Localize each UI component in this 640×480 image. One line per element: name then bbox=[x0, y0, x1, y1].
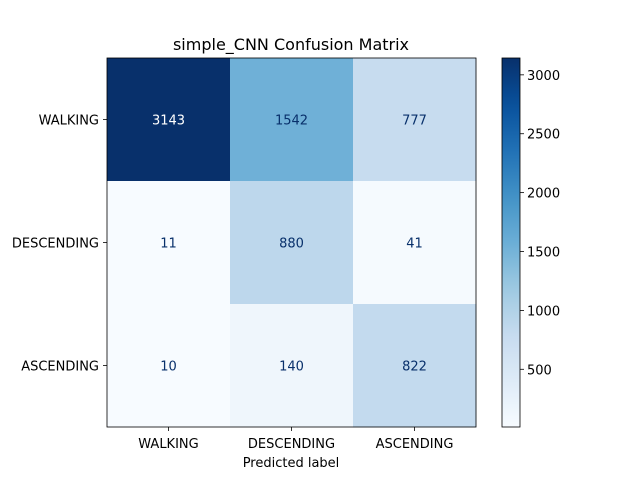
colorbar-tick-label: 2500 bbox=[527, 128, 560, 143]
x-tick-label: WALKING bbox=[138, 437, 198, 452]
cell-value-label: 3143 bbox=[152, 114, 185, 129]
cell-value-label: 10 bbox=[160, 360, 177, 375]
colorbar-tick-label: 1000 bbox=[527, 304, 560, 319]
heatmap-cells: 3143 1542 777 11 880 41 10 140 822 bbox=[106, 57, 477, 428]
heatmap-cell bbox=[107, 181, 231, 305]
chart-title: simple_CNN Confusion Matrix bbox=[173, 35, 409, 55]
y-axis-ticks: WALKING DESCENDING ASCENDING bbox=[12, 114, 107, 375]
x-tick-label: ASCENDING bbox=[376, 437, 454, 452]
heatmap-cell bbox=[107, 304, 231, 428]
cell-value-label: 41 bbox=[406, 237, 423, 252]
x-axis-ticks: WALKING DESCENDING ASCENDING bbox=[138, 427, 453, 452]
heatmap-cell bbox=[353, 58, 477, 182]
cell-value-label: 822 bbox=[402, 360, 427, 375]
colorbar-gradient bbox=[501, 57, 521, 428]
heatmap-cell bbox=[353, 181, 477, 305]
cell-value-label: 777 bbox=[402, 114, 427, 129]
cell-value-label: 11 bbox=[160, 237, 177, 252]
x-tick-label: DESCENDING bbox=[248, 437, 335, 452]
heatmap-cell bbox=[230, 181, 354, 305]
y-tick-label: WALKING bbox=[39, 114, 99, 129]
cell-value-label: 1542 bbox=[275, 114, 308, 129]
colorbar-tick-label: 500 bbox=[527, 363, 552, 378]
colorbar-tick-label: 1500 bbox=[527, 246, 560, 261]
heatmap-cell bbox=[107, 58, 231, 182]
heatmap-cell bbox=[353, 304, 477, 428]
heatmap-cell bbox=[230, 304, 354, 428]
x-axis-label: Predicted label bbox=[243, 456, 340, 471]
cell-value-label: 880 bbox=[279, 237, 304, 252]
y-tick-label: ASCENDING bbox=[21, 360, 99, 375]
colorbar: 500 1000 1500 2000 2500 3000 bbox=[501, 57, 560, 428]
heatmap-cell bbox=[230, 58, 354, 182]
colorbar-tick-label: 3000 bbox=[527, 69, 560, 84]
cell-value-label: 140 bbox=[279, 360, 304, 375]
colorbar-tick-label: 2000 bbox=[527, 187, 560, 202]
y-tick-label: DESCENDING bbox=[12, 237, 99, 252]
